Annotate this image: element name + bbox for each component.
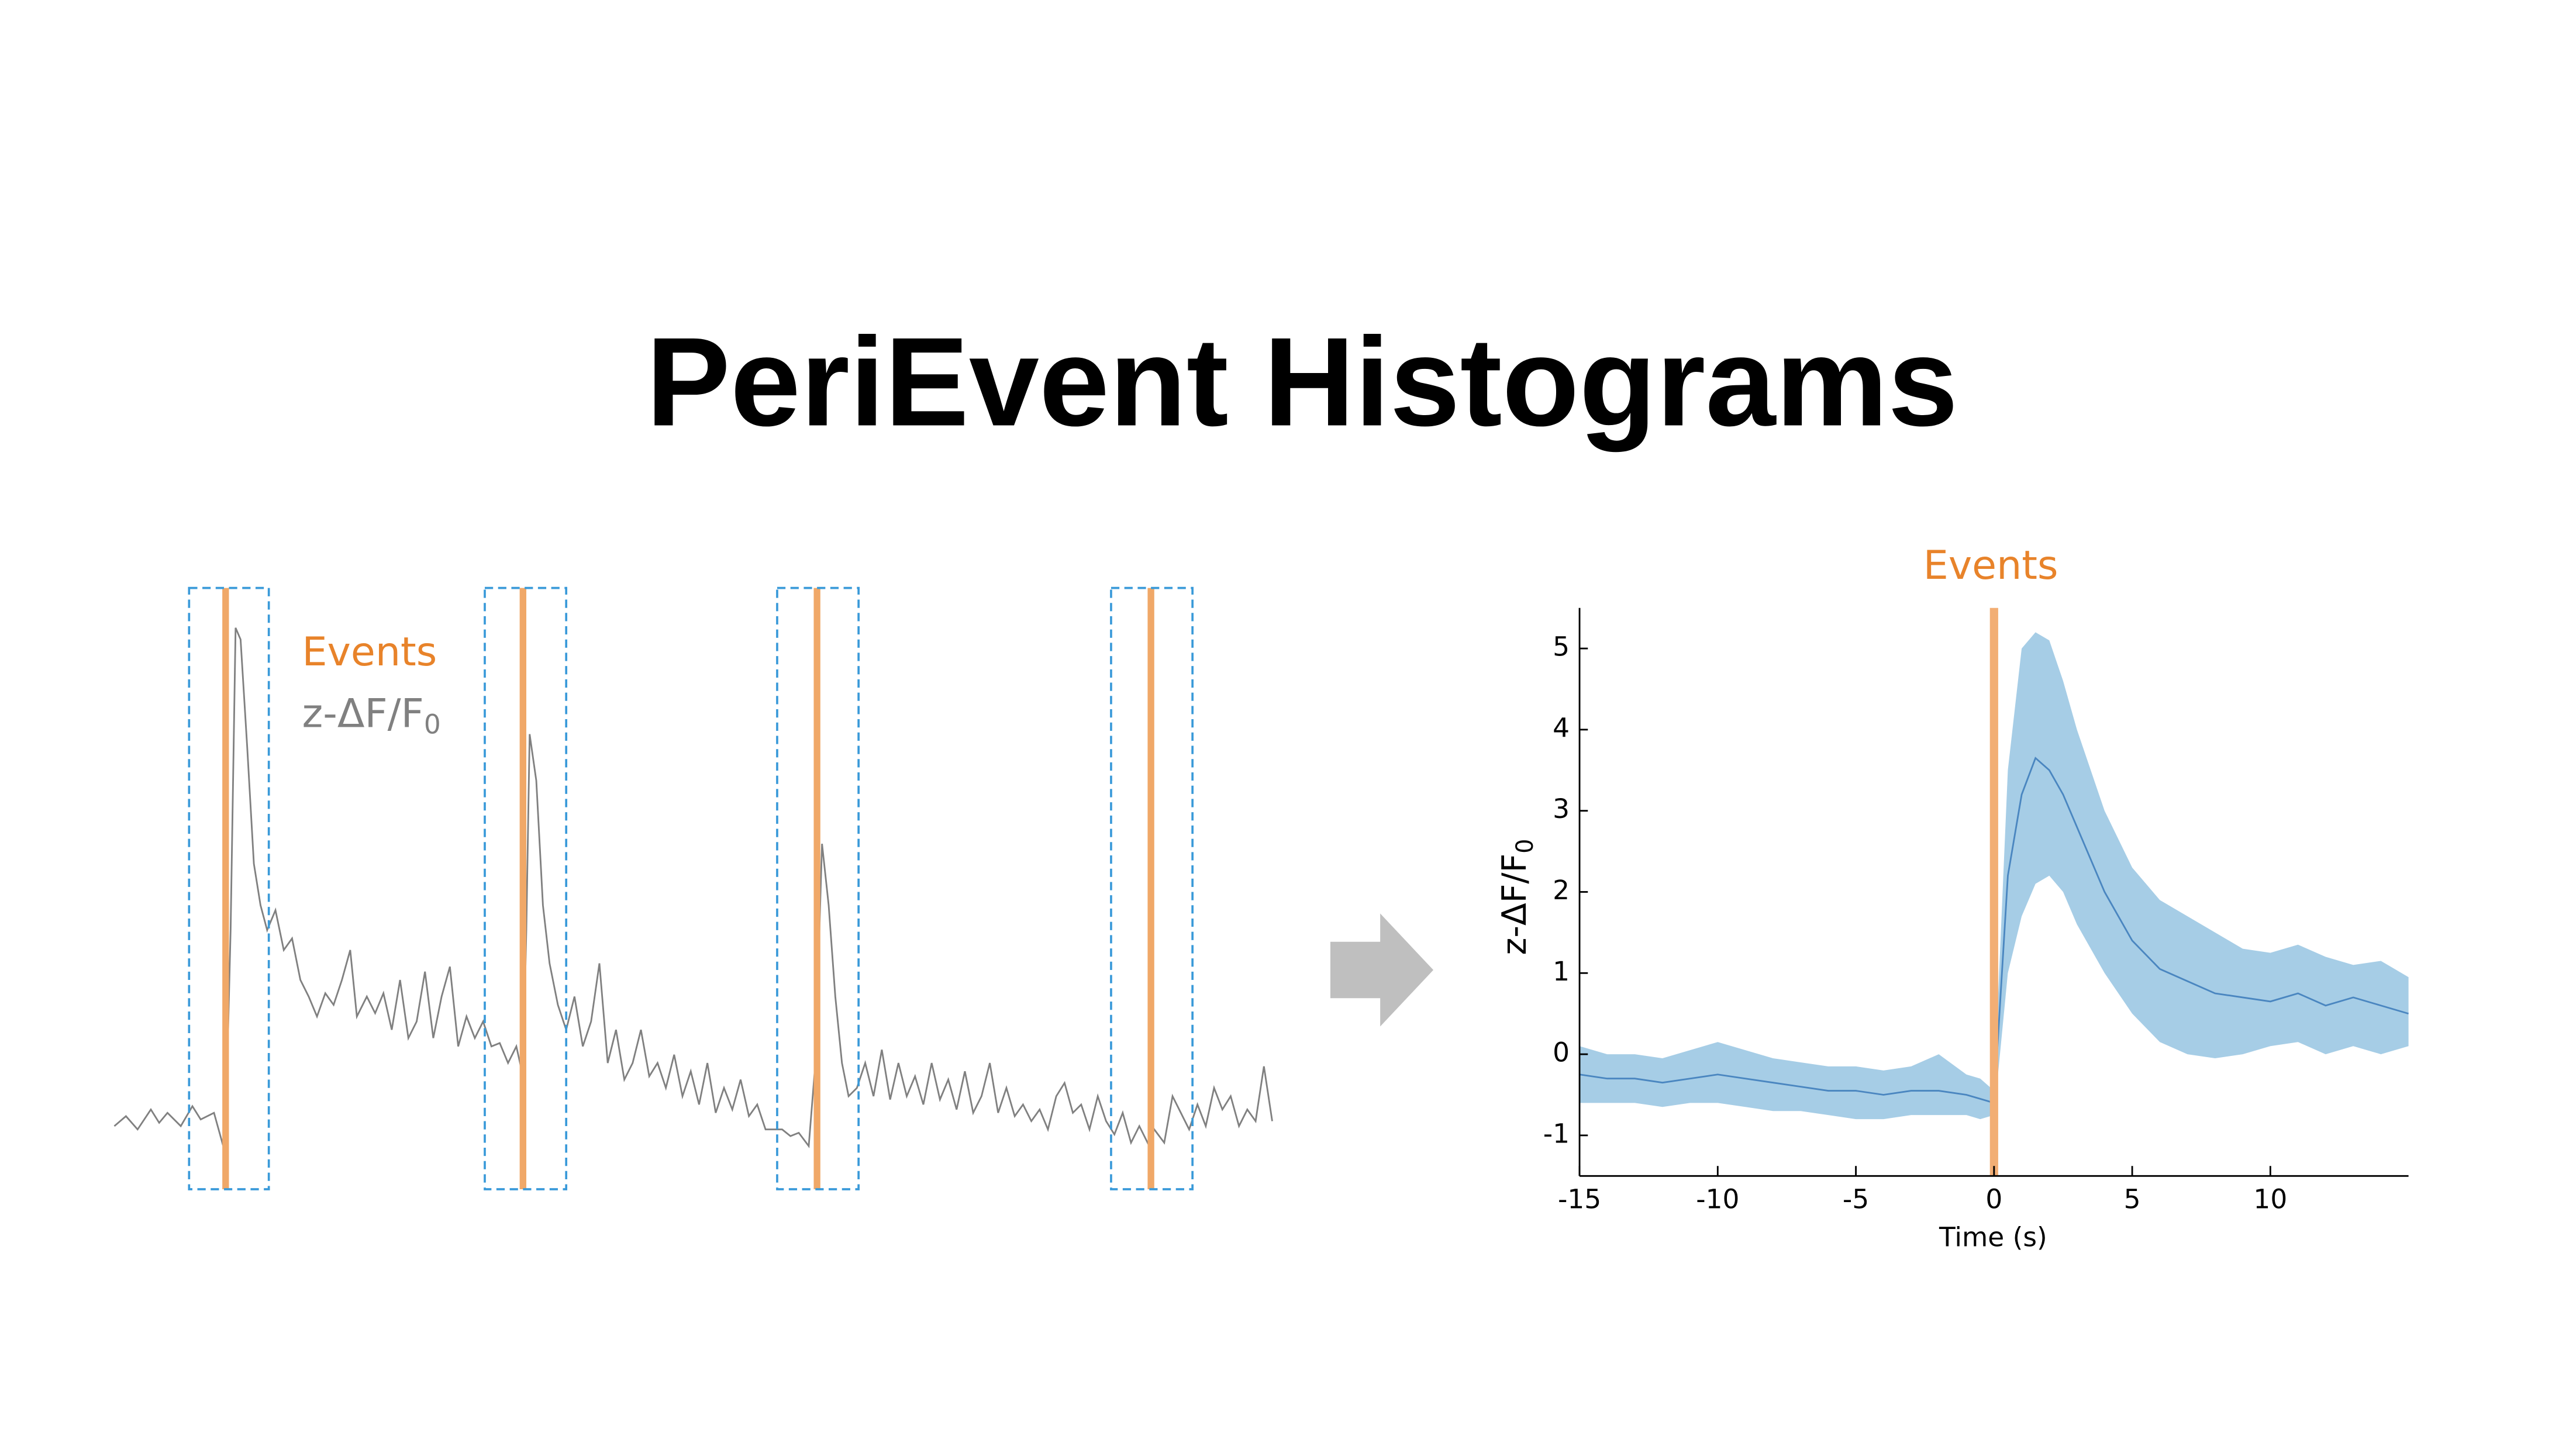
- y-tick-label: 2: [1553, 875, 1570, 906]
- trace-legend-main: z-ΔF/F: [302, 691, 423, 737]
- y-tick-label: 5: [1553, 631, 1570, 662]
- x-axis-label: Time (s): [1939, 1222, 2047, 1253]
- y-tick-label: 3: [1553, 793, 1570, 824]
- y-tick-label: 4: [1553, 712, 1570, 743]
- x-tick-label: 10: [2253, 1183, 2287, 1214]
- y-tick-label: -1: [1543, 1118, 1570, 1149]
- y-tick-label: 1: [1553, 956, 1570, 987]
- event-window: [188, 586, 270, 1190]
- x-tick-label: -10: [1696, 1183, 1739, 1214]
- x-tick-label: -5: [1843, 1183, 1869, 1214]
- raw-trace: [113, 627, 1273, 1148]
- arrow: [1330, 913, 1434, 1027]
- y-tick-label: 0: [1553, 1037, 1570, 1068]
- slide-title: PeriEvent Histograms: [646, 311, 1958, 452]
- mean-line: [1579, 757, 2409, 1104]
- y-axis-label-main: z-ΔF/F: [1495, 854, 1534, 955]
- schematic: Events z-ΔF/F0: [113, 586, 1273, 1190]
- confidence-band: [1580, 632, 2409, 1120]
- trace-legend-sub: 0: [424, 709, 441, 740]
- event-window: [1110, 586, 1194, 1190]
- event-annotation: Events: [1923, 543, 2058, 589]
- x-tick-label: 0: [1985, 1183, 2002, 1214]
- events-legend: Events: [302, 629, 437, 675]
- event-window: [484, 586, 568, 1190]
- event-windows: [188, 586, 1194, 1190]
- y-axis-label-sub: 0: [1512, 839, 1539, 854]
- x-tick-label: -15: [1558, 1183, 1601, 1214]
- x-tick-label: 5: [2124, 1183, 2141, 1214]
- trace-legend: z-ΔF/F0: [302, 691, 440, 740]
- y-axis-label: z-ΔF/F0: [1495, 839, 1539, 955]
- event-lines: [222, 588, 1154, 1189]
- event-window: [776, 586, 860, 1190]
